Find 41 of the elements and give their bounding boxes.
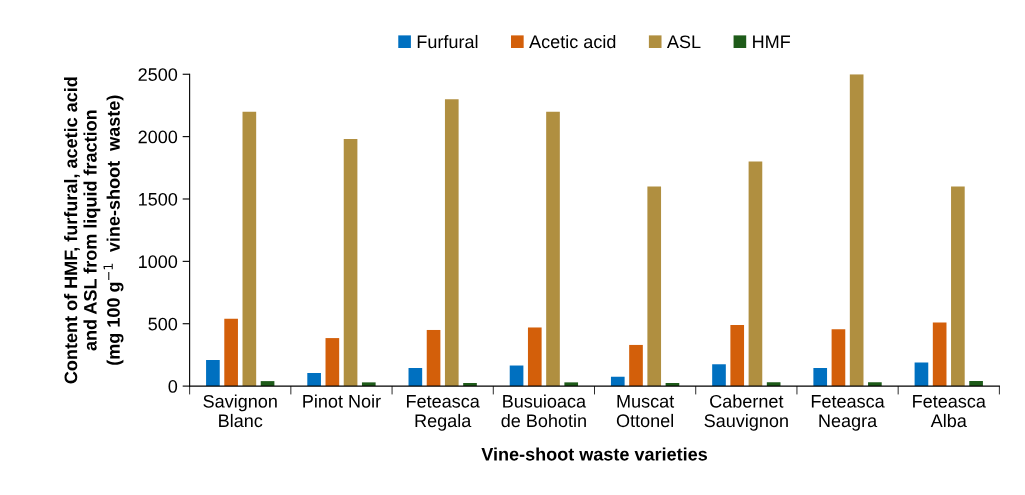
legend-label: HMF	[753, 35, 791, 49]
legend-label: ASL	[666, 35, 701, 49]
x-tick-label: Savignon Blanc	[203, 394, 277, 428]
x-tick-label: Feteasca Neagra	[811, 395, 885, 431]
bar	[307, 373, 321, 387]
bar	[224, 318, 238, 387]
x-tick-label: Cabernet Sauvignon	[704, 394, 788, 431]
legend-label: Furfural	[417, 34, 478, 49]
bar	[914, 362, 929, 387]
bar	[730, 324, 745, 387]
bar	[932, 322, 947, 387]
x-tick-label: Busuioaca de Bohotin	[501, 394, 587, 428]
x-tick-label: Feteasca Alba	[913, 395, 986, 428]
y-tick-label: 1000	[139, 255, 178, 269]
y-tick-label: 2000	[138, 130, 178, 144]
bar	[813, 368, 828, 387]
y-tick-label: 500	[148, 317, 178, 331]
bar	[748, 161, 763, 387]
bar	[712, 364, 726, 387]
y-axis-title: Content of HMF, furfural, acetic acid and ASL from liquid fraction (mg 100 g$^{−1}$ vine-shoot waste)	[64, 77, 124, 384]
x-tick-label: Pinot Noir	[303, 394, 381, 408]
bar	[325, 338, 340, 387]
bar	[546, 111, 560, 387]
legend-label: Acetic acid	[529, 34, 616, 49]
bar	[629, 344, 643, 387]
bar	[527, 327, 542, 387]
x-tick-label: Muscat Ottonel	[616, 395, 675, 428]
bar	[242, 111, 257, 387]
bar	[426, 329, 441, 387]
y-tick-label: 2500	[138, 68, 178, 81]
x-axis-title: Vine-shoot waste varieties	[481, 447, 707, 461]
bar	[444, 99, 459, 387]
bar	[206, 359, 220, 387]
y-tick-label: 1500	[139, 192, 178, 206]
bar	[951, 186, 965, 387]
bar	[849, 74, 864, 387]
x-tick-label: Feteasca Regala	[407, 395, 480, 431]
bar	[831, 329, 846, 387]
bar	[343, 139, 358, 387]
y-tick-label: 0	[168, 380, 178, 393]
bar	[647, 186, 662, 387]
